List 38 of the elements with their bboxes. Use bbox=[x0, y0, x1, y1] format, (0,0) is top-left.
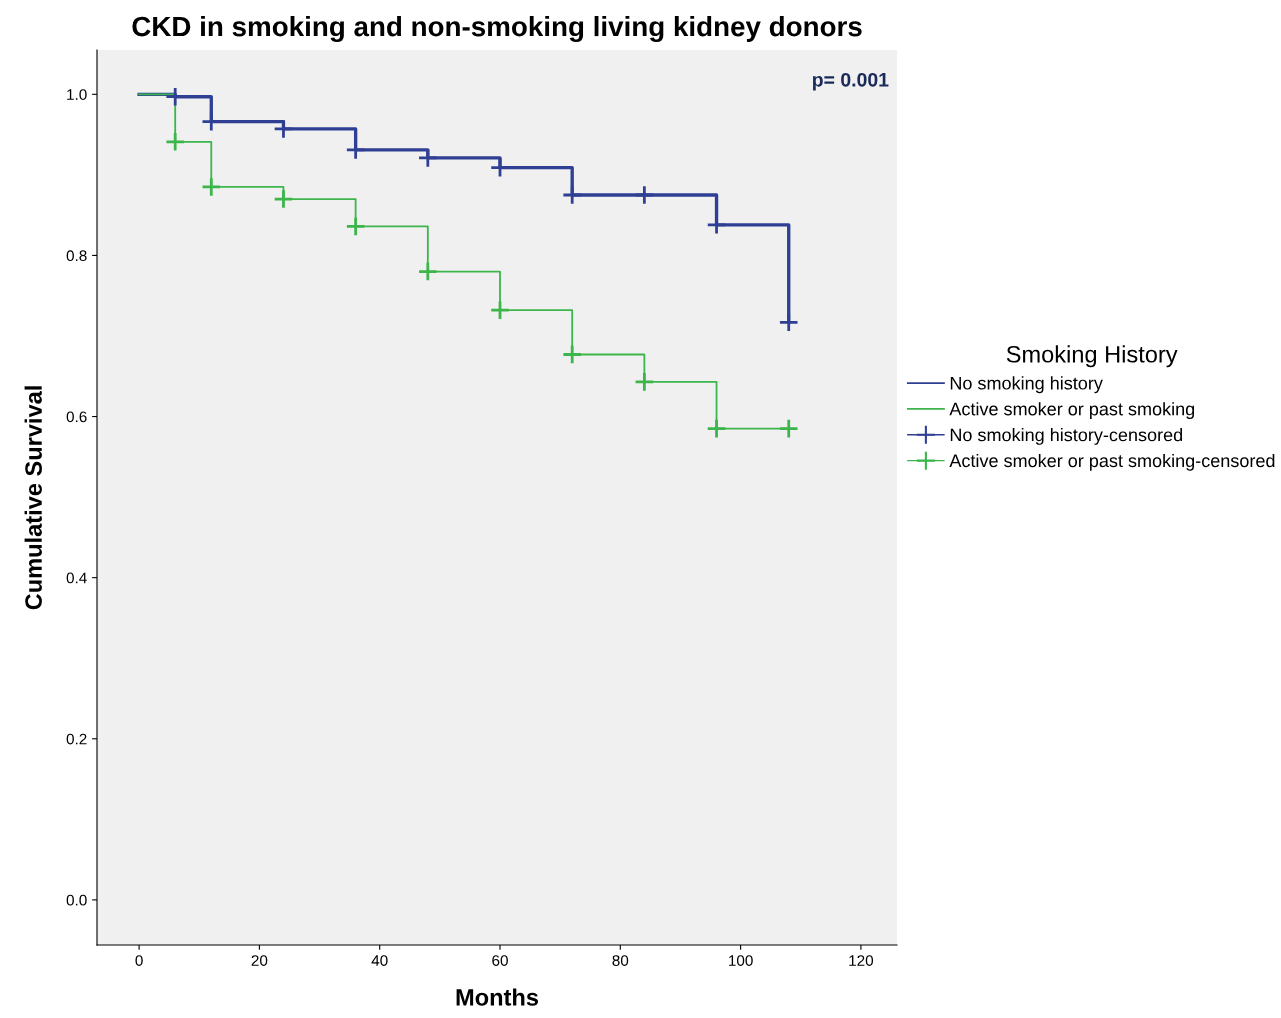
point bbox=[201, 176, 222, 198]
point bbox=[345, 139, 366, 161]
x-tick-label: 0 bbox=[135, 955, 143, 966]
y-tick-label: 0.0 bbox=[66, 894, 87, 906]
point bbox=[562, 344, 583, 365]
point bbox=[778, 418, 799, 439]
y-tick-label: 0.6 bbox=[66, 411, 87, 423]
point bbox=[634, 371, 655, 393]
point bbox=[417, 261, 438, 282]
y-tick-label: 1.0 bbox=[67, 89, 87, 100]
x-tick-label: 100 bbox=[729, 955, 753, 966]
y-tick-label: 0.2 bbox=[66, 733, 87, 745]
x-tick-label: 20 bbox=[251, 955, 268, 966]
legend-label: Active smoker or past smoking bbox=[949, 402, 1195, 419]
point bbox=[417, 147, 438, 169]
point bbox=[273, 118, 294, 140]
point bbox=[778, 312, 799, 333]
y-axis-title: Cumulative Survival bbox=[24, 386, 42, 610]
point bbox=[706, 418, 727, 439]
x-axis-title: Months bbox=[456, 988, 538, 1006]
legend-label: No smoking history-censored bbox=[950, 428, 1183, 445]
chart-title: CKD in smoking and non-smoking living kidney donors bbox=[132, 15, 862, 42]
legend-label: Active smoker or past smoking-censored bbox=[949, 453, 1275, 471]
point bbox=[345, 216, 366, 237]
y-tick-label: 0.8 bbox=[66, 250, 87, 262]
y-tick-label: 0.4 bbox=[66, 572, 87, 584]
point bbox=[562, 184, 583, 206]
point bbox=[273, 188, 294, 210]
x-tick-label: 40 bbox=[371, 955, 388, 966]
point bbox=[634, 184, 655, 206]
x-tick-label: 60 bbox=[492, 955, 508, 966]
x-tick-label: 80 bbox=[612, 955, 629, 966]
legend-title: Smoking History bbox=[1006, 345, 1178, 368]
legend-label: No smoking history bbox=[950, 376, 1103, 394]
annotation: p= 0.001 bbox=[812, 72, 889, 91]
x-tick-label: 120 bbox=[849, 955, 874, 966]
point bbox=[489, 300, 511, 321]
point bbox=[165, 131, 186, 153]
